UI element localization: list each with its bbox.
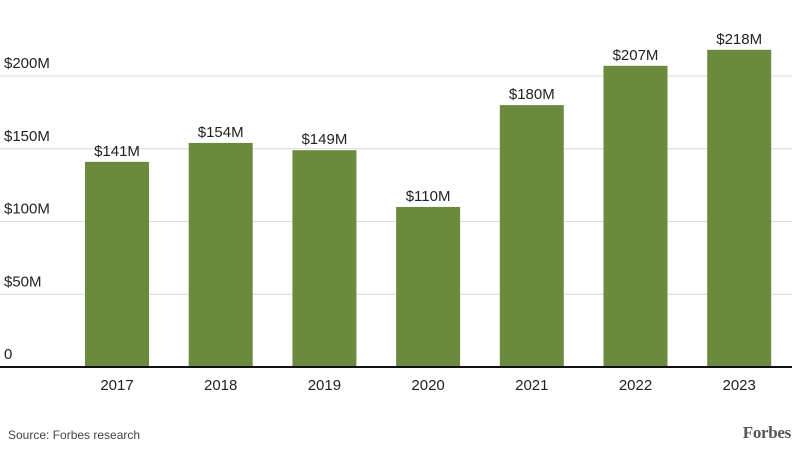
data-label: $218M <box>716 31 762 48</box>
data-label: $141M <box>94 143 140 160</box>
data-label: $180M <box>509 86 555 103</box>
bar <box>85 161 149 367</box>
data-label: $207M <box>613 47 659 64</box>
source-note: Source: Forbes research <box>8 428 141 442</box>
x-tick-label: 2021 <box>515 377 548 394</box>
x-tick-label: 2020 <box>411 377 444 394</box>
data-label: $154M <box>198 124 244 141</box>
bar <box>707 49 772 368</box>
x-tick-label: 2017 <box>100 377 133 394</box>
y-tick-label: $200M <box>4 55 50 72</box>
bar <box>499 105 564 367</box>
x-tick-label: 2023 <box>723 377 756 394</box>
bar <box>396 206 461 367</box>
y-tick-label: 0 <box>4 346 12 363</box>
bar <box>292 150 357 367</box>
x-tick-label: 2019 <box>308 377 341 394</box>
data-label: $149M <box>301 131 347 148</box>
forbes-logo: Forbes <box>742 423 792 442</box>
y-tick-label: $150M <box>4 128 50 145</box>
x-tick-label: 2022 <box>619 377 652 394</box>
x-tick-label: 2018 <box>204 377 237 394</box>
y-tick-label: $100M <box>4 201 50 218</box>
y-tick-label: $50M <box>4 273 42 290</box>
bar <box>603 65 668 367</box>
bar <box>188 142 253 367</box>
data-label: $110M <box>406 188 451 205</box>
